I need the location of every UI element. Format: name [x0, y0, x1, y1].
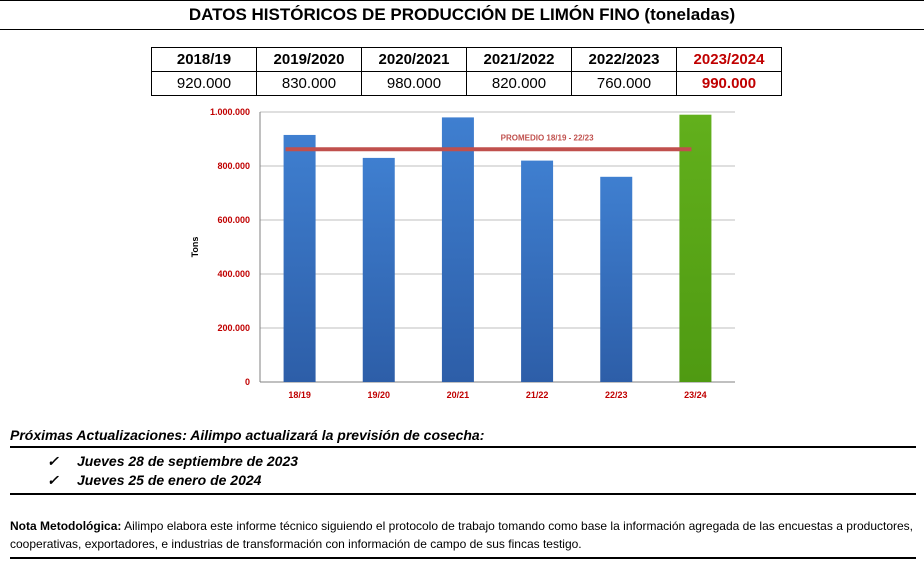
update-date: Jueves 25 de enero de 2024 — [77, 472, 262, 488]
y-tick-label: 200.000 — [217, 323, 250, 333]
bar-18-19 — [283, 134, 316, 382]
average-line-label: PROMEDIO 18/19 - 22/23 — [501, 133, 594, 142]
table-header-cell-current: 2023/2024 — [676, 47, 782, 72]
y-tick-label: 400.000 — [217, 269, 250, 279]
divider — [10, 557, 916, 559]
table-header-cell: 2019/2020 — [256, 47, 362, 72]
update-date: Jueves 28 de septiembre de 2023 — [77, 453, 299, 469]
y-tick-label: 0 — [245, 377, 250, 387]
table-header-cell: 2020/2021 — [361, 47, 467, 72]
bar-20-21 — [441, 117, 474, 383]
table-value-cell: 820.000 — [466, 71, 572, 96]
table-header-cell: 2018/19 — [151, 47, 257, 72]
table-value-row: 920.000 830.000 980.000 820.000 760.000 … — [151, 71, 782, 96]
check-icon: ✓ — [47, 453, 59, 469]
bar-23-24 — [679, 114, 712, 382]
x-tick-label: 21/22 — [526, 390, 549, 400]
update-item: ✓ Jueves 28 de septiembre de 2023 — [47, 453, 298, 470]
divider — [10, 493, 916, 495]
y-axis-label: Tons — [190, 237, 200, 258]
table-header-cell: 2022/2023 — [571, 47, 677, 72]
bar-19-20 — [362, 157, 395, 382]
methodology-note-label: Nota Metodológica: — [10, 519, 122, 533]
table-value-cell: 830.000 — [256, 71, 362, 96]
methodology-note-text: Ailimpo elabora este informe técnico sig… — [10, 519, 914, 551]
production-bar-chart: 0 200.000 400.000 600.000 800.000 1.000.000 To… — [190, 107, 735, 400]
bar-21-22 — [521, 160, 554, 382]
x-tick-label: 19/20 — [367, 390, 390, 400]
y-tick-label: 1.000.000 — [210, 107, 250, 117]
report-title: DATOS HISTÓRICOS DE PRODUCCIÓN DE LIMÓN … — [0, 0, 924, 30]
x-tick-label: 22/23 — [605, 390, 628, 400]
divider — [10, 446, 916, 448]
report-title-text: DATOS HISTÓRICOS DE PRODUCCIÓN DE LIMÓN … — [188, 5, 736, 24]
table-header-cell: 2021/2022 — [466, 47, 572, 72]
table-value-cell: 920.000 — [151, 71, 257, 96]
table-value-cell: 760.000 — [571, 71, 677, 96]
check-icon: ✓ — [47, 472, 59, 488]
methodology-note: Nota Metodológica: Ailimpo elabora este … — [10, 517, 913, 553]
table-header-row: 2018/19 2019/2020 2020/2021 2021/2022 20… — [151, 47, 782, 72]
x-tick-label: 18/19 — [288, 390, 311, 400]
table-value-cell: 980.000 — [361, 71, 467, 96]
updates-title: Próximas Actualizaciones: Ailimpo actual… — [10, 427, 485, 443]
y-tick-label: 800.000 — [217, 161, 250, 171]
x-tick-label: 20/21 — [447, 390, 470, 400]
y-tick-label: 600.000 — [217, 215, 250, 225]
update-item: ✓ Jueves 25 de enero de 2024 — [47, 472, 261, 489]
x-tick-label: 23/24 — [684, 390, 707, 400]
table-value-cell-current: 990.000 — [676, 71, 782, 96]
bar-22-23 — [600, 176, 633, 382]
production-table: 2018/19 2019/2020 2020/2021 2021/2022 20… — [151, 47, 782, 96]
